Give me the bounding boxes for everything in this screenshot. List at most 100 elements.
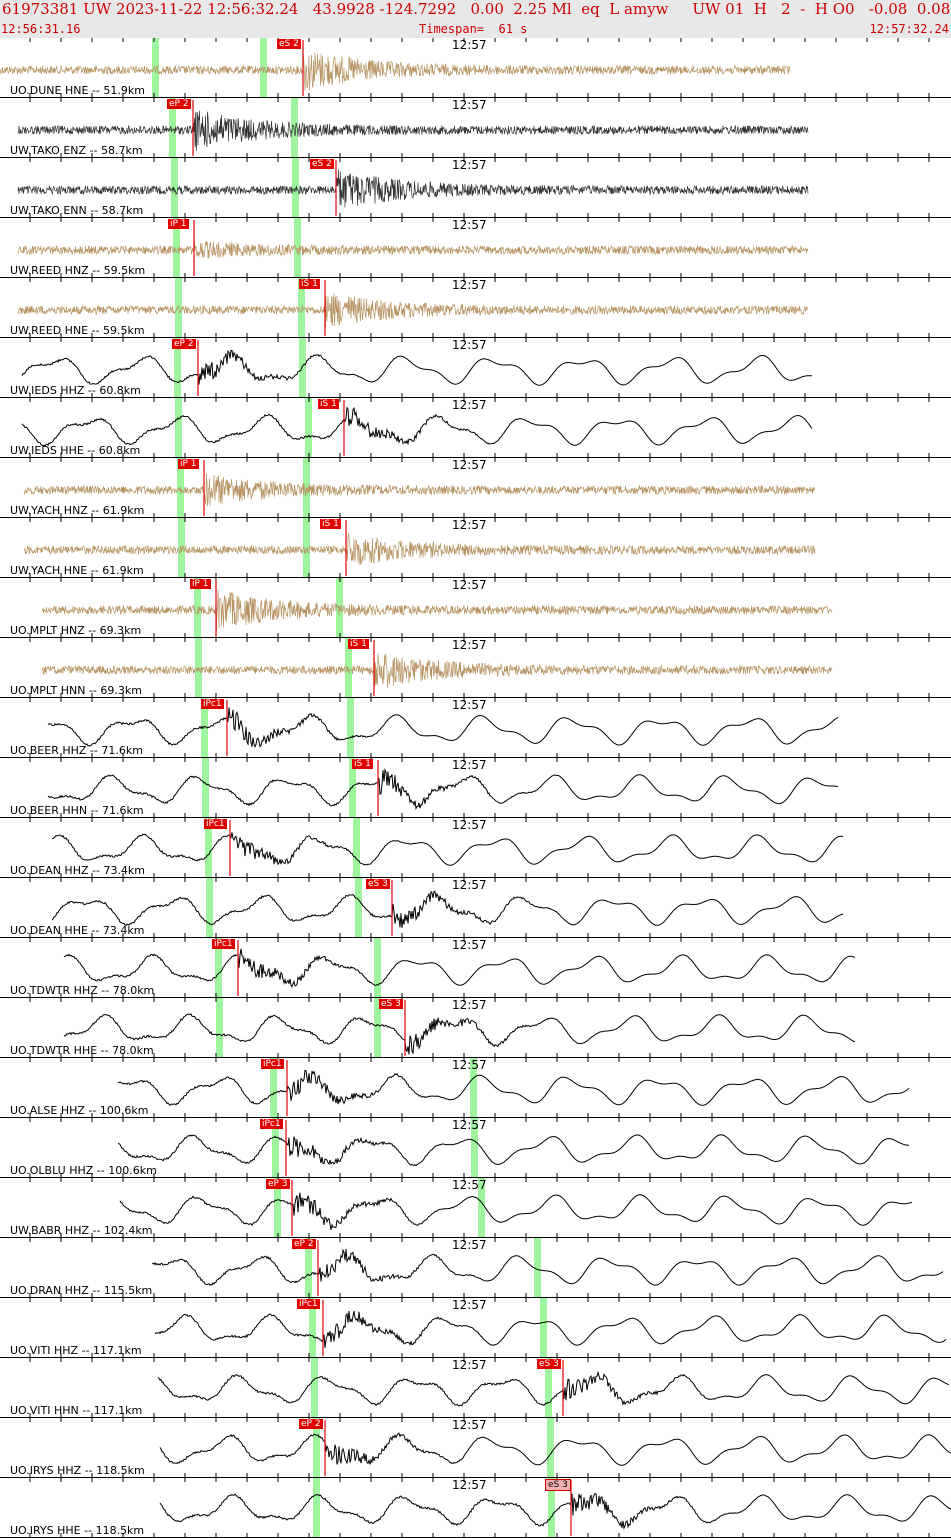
trace-row[interactable]: 12:57 eS 3 UO.IRYS HHE -- 118.5km — [0, 1478, 951, 1538]
time-marker-label: 12:57 — [452, 1178, 487, 1192]
pick-flag[interactable]: eS 3 — [537, 1359, 561, 1369]
trace-row[interactable]: 12:57 iS 1 UO.MPLT HNN -- 69.3km — [0, 638, 951, 698]
p-arrival-marker — [215, 938, 222, 998]
trace-plot — [0, 818, 951, 878]
waveform — [157, 1370, 950, 1407]
s-arrival-marker — [478, 1178, 485, 1238]
waveform — [117, 1069, 910, 1106]
trace-row[interactable]: 12:57 iPc1 UO.VITI HHZ -- 117.1km — [0, 1298, 951, 1358]
station-label: UO.DRAN HHZ -- 115.5km — [10, 1284, 153, 1297]
pick-flag[interactable]: iS 1 — [348, 639, 369, 649]
trace-row[interactable]: 12:57 eS 3 UO.VITI HHN -- 117.1km — [0, 1358, 951, 1418]
trace-row[interactable]: 12:57 iS 1 UW.REED HNE -- 59.5km — [0, 278, 951, 338]
trace-panel[interactable]: 12:57 eS 2 UO.DUNE HNE -- 51.9km 12:57 eP 2 U… — [0, 38, 951, 1538]
trace-plot — [0, 398, 951, 458]
p-arrival-marker — [178, 518, 185, 578]
pick-flag[interactable]: iPc1 — [260, 1119, 283, 1129]
trace-row[interactable]: 12:57 eS 2 UO.DUNE HNE -- 51.9km — [0, 38, 951, 98]
station-label: UO.BEER HHN -- 71.6km — [10, 804, 144, 817]
p-arrival-marker — [201, 698, 208, 758]
pick-flag[interactable]: eS 2 — [310, 159, 334, 169]
pick-flag[interactable]: iPc1 — [201, 699, 224, 709]
s-arrival-marker — [355, 878, 362, 938]
header-bar: 61973381 UW 2023-11-22 12:56:32.24 43.99… — [0, 0, 951, 38]
p-arrival-marker — [194, 578, 201, 638]
trace-plot — [0, 458, 951, 518]
pick-flag[interactable]: eP 2 — [172, 339, 196, 349]
pick-flag[interactable]: iS 1 — [320, 519, 341, 529]
trace-plot — [0, 1058, 951, 1118]
pick-flag[interactable]: eS 2 — [277, 39, 301, 49]
p-arrival-marker — [169, 98, 176, 158]
pick-flag[interactable]: eP 2 — [299, 1419, 323, 1429]
p-arrival-marker — [270, 1058, 277, 1118]
s-arrival-marker — [545, 1358, 552, 1418]
s-arrival-marker — [547, 1418, 554, 1478]
s-arrival-marker — [305, 398, 312, 458]
pick-flag[interactable]: eS 3 — [545, 1479, 571, 1491]
trace-row[interactable]: 12:57 iP 1 UO.MPLT HNZ -- 69.3km — [0, 578, 951, 638]
p-arrival-marker — [175, 398, 182, 458]
trace-row[interactable]: 12:57 eP 2 UO.DRAN HHZ -- 115.5km — [0, 1238, 951, 1298]
pick-flag[interactable]: eS 3 — [366, 879, 390, 889]
waveform — [47, 707, 839, 748]
waveform — [17, 110, 809, 151]
trace-row[interactable]: 12:57 iPc1 UO.BEER HHZ -- 71.6km — [0, 698, 951, 758]
time-marker-label: 12:57 — [452, 1358, 487, 1372]
trace-row[interactable]: 12:57 iS 1 UO.BEER HHN -- 71.6km — [0, 758, 951, 818]
waveform — [63, 1013, 856, 1055]
time-marker-label: 12:57 — [452, 518, 487, 532]
trace-row[interactable]: 12:57 iS 1 UW.IEDS HHE -- 60.8km — [0, 398, 951, 458]
pick-flag[interactable]: iPc1 — [297, 1299, 320, 1309]
waveform — [21, 349, 813, 386]
time-marker-label: 12:57 — [452, 878, 487, 892]
s-arrival-marker — [347, 698, 354, 758]
end-time: 12:57:32.24 — [869, 22, 949, 36]
station-label: UW.YACH HNE -- 61.9km — [10, 564, 144, 577]
pick-flag[interactable]: iS 1 — [318, 399, 339, 409]
station-label: UW.REED HNE -- 59.5km — [10, 324, 145, 337]
trace-row[interactable]: 12:57 iP 1 UW.YACH HNZ -- 61.9km — [0, 458, 951, 518]
pick-flag[interactable]: iP 1 — [178, 459, 199, 469]
pick-flag[interactable]: iS 1 — [352, 759, 373, 769]
trace-row[interactable]: 12:57 iS 1 UW.YACH HNE -- 61.9km — [0, 518, 951, 578]
pick-flag[interactable]: iP 1 — [190, 579, 211, 589]
trace-row[interactable]: 12:57 eP 3 UW.BABR HHZ -- 102.4km — [0, 1178, 951, 1238]
time-marker-label: 12:57 — [452, 758, 487, 772]
time-marker-label: 12:57 — [452, 1298, 487, 1312]
trace-row[interactable]: 12:57 eS 3 UO.TDWTR HHE -- 78.0km — [0, 998, 951, 1058]
pick-flag[interactable]: iPc1 — [261, 1059, 284, 1069]
waveform — [23, 473, 816, 507]
trace-row[interactable]: 12:57 eS 2 UW.TAKO ENN -- 58.7km — [0, 158, 951, 218]
pick-flag[interactable]: iP 1 — [168, 219, 189, 229]
pick-flag[interactable]: eP 3 — [266, 1179, 290, 1189]
p-arrival-marker — [205, 818, 212, 878]
trace-row[interactable]: 12:57 iP 1 UW.REED HNZ -- 59.5km — [0, 218, 951, 278]
pick-flag[interactable]: eP 2 — [292, 1239, 316, 1249]
trace-row[interactable]: 12:57 iPc1 UO.DEAN HHZ -- 73.4km — [0, 818, 951, 878]
trace-row[interactable]: 12:57 iPc1 UO.ALSE HHZ -- 100.6km — [0, 1058, 951, 1118]
station-label: UO.ALSE HHZ -- 100.6km — [10, 1104, 149, 1117]
waveform — [47, 768, 839, 811]
trace-row[interactable]: 12:57 iPc1 UO.TDWTR HHZ -- 78.0km — [0, 938, 951, 998]
s-arrival-marker — [299, 338, 306, 398]
trace-row[interactable]: 12:57 eS 3 UO.DEAN HHE -- 73.4km — [0, 878, 951, 938]
trace-row[interactable]: 12:57 eP 2 UW.TAKO ENZ -- 58.7km — [0, 98, 951, 158]
time-marker-label: 12:57 — [452, 278, 487, 292]
pick-flag[interactable]: eP 2 — [167, 99, 191, 109]
waveform — [23, 533, 816, 566]
s-arrival-marker — [534, 1238, 541, 1298]
station-label: UO.IRYS HHZ -- 118.5km — [10, 1464, 145, 1477]
pick-flag[interactable]: iPc1 — [204, 819, 227, 829]
station-label: UW.IEDS HHZ -- 60.8km — [10, 384, 141, 397]
start-time: 12:56:31.16 — [1, 22, 81, 36]
trace-row[interactable]: 12:57 eP 2 UO.IRYS HHZ -- 118.5km — [0, 1418, 951, 1478]
waveform — [17, 169, 809, 208]
pick-flag[interactable]: eS 3 — [379, 999, 403, 1009]
pick-flag[interactable]: iPc1 — [212, 939, 235, 949]
waveform — [21, 406, 813, 447]
pick-flag[interactable]: iS 1 — [299, 279, 320, 289]
trace-row[interactable]: 12:57 iPc1 UO.OLBLU HHZ -- 100.6km — [0, 1118, 951, 1178]
trace-row[interactable]: 12:57 eP 2 UW.IEDS HHZ -- 60.8km — [0, 338, 951, 398]
station-label: UO.OLBLU HHZ -- 100.6km — [10, 1164, 157, 1177]
